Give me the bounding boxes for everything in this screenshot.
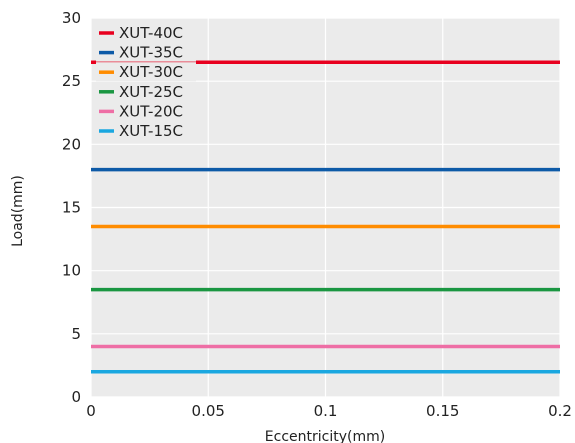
x-tick-label: 0 <box>86 402 96 420</box>
legend-label: XUT-35C <box>119 44 183 62</box>
legend-entry-background <box>96 42 196 62</box>
grid-lines <box>90 17 561 398</box>
y-tick-label: 30 <box>62 9 81 27</box>
x-axis-title: Eccentricity(mm) <box>265 429 385 443</box>
legend-label: XUT-30C <box>119 63 183 81</box>
legend-entry-background <box>96 23 196 42</box>
x-tick-label: 0.1 <box>314 402 338 420</box>
x-tick-label: 0.2 <box>548 402 572 420</box>
legend-label: XUT-40C <box>119 24 183 42</box>
y-tick-label: 10 <box>62 262 81 280</box>
x-tick-label: 0.15 <box>426 402 459 420</box>
y-axis-title: Load(mm) <box>10 175 26 247</box>
y-tick-label: 15 <box>62 199 81 217</box>
y-axis-ticks: 0 5 10 15 20 25 30 <box>62 9 81 406</box>
legend-label: XUT-15C <box>119 122 183 140</box>
y-tick-label: 20 <box>62 135 81 153</box>
legend-entry-background <box>96 62 196 82</box>
legend-label: XUT-25C <box>119 83 183 101</box>
series-lines <box>91 60 560 374</box>
x-tick-label: 0.05 <box>192 402 225 420</box>
y-tick-label: 5 <box>71 325 81 343</box>
legend-entry-background <box>96 101 196 121</box>
y-tick-label: 0 <box>71 388 81 406</box>
legend-entry-background <box>96 121 196 140</box>
x-axis-ticks: 0 0.05 0.1 0.15 0.2 <box>86 402 572 420</box>
y-tick-label: 25 <box>62 72 81 90</box>
legend-label: XUT-20C <box>119 102 183 120</box>
legend-entry-background <box>96 81 196 101</box>
